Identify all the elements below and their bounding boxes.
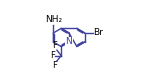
Text: Br: Br: [93, 28, 103, 37]
Text: F: F: [52, 61, 57, 70]
Text: N: N: [66, 38, 72, 46]
Text: F: F: [52, 41, 57, 50]
Text: F: F: [50, 51, 55, 60]
Text: NH₂: NH₂: [45, 15, 62, 24]
